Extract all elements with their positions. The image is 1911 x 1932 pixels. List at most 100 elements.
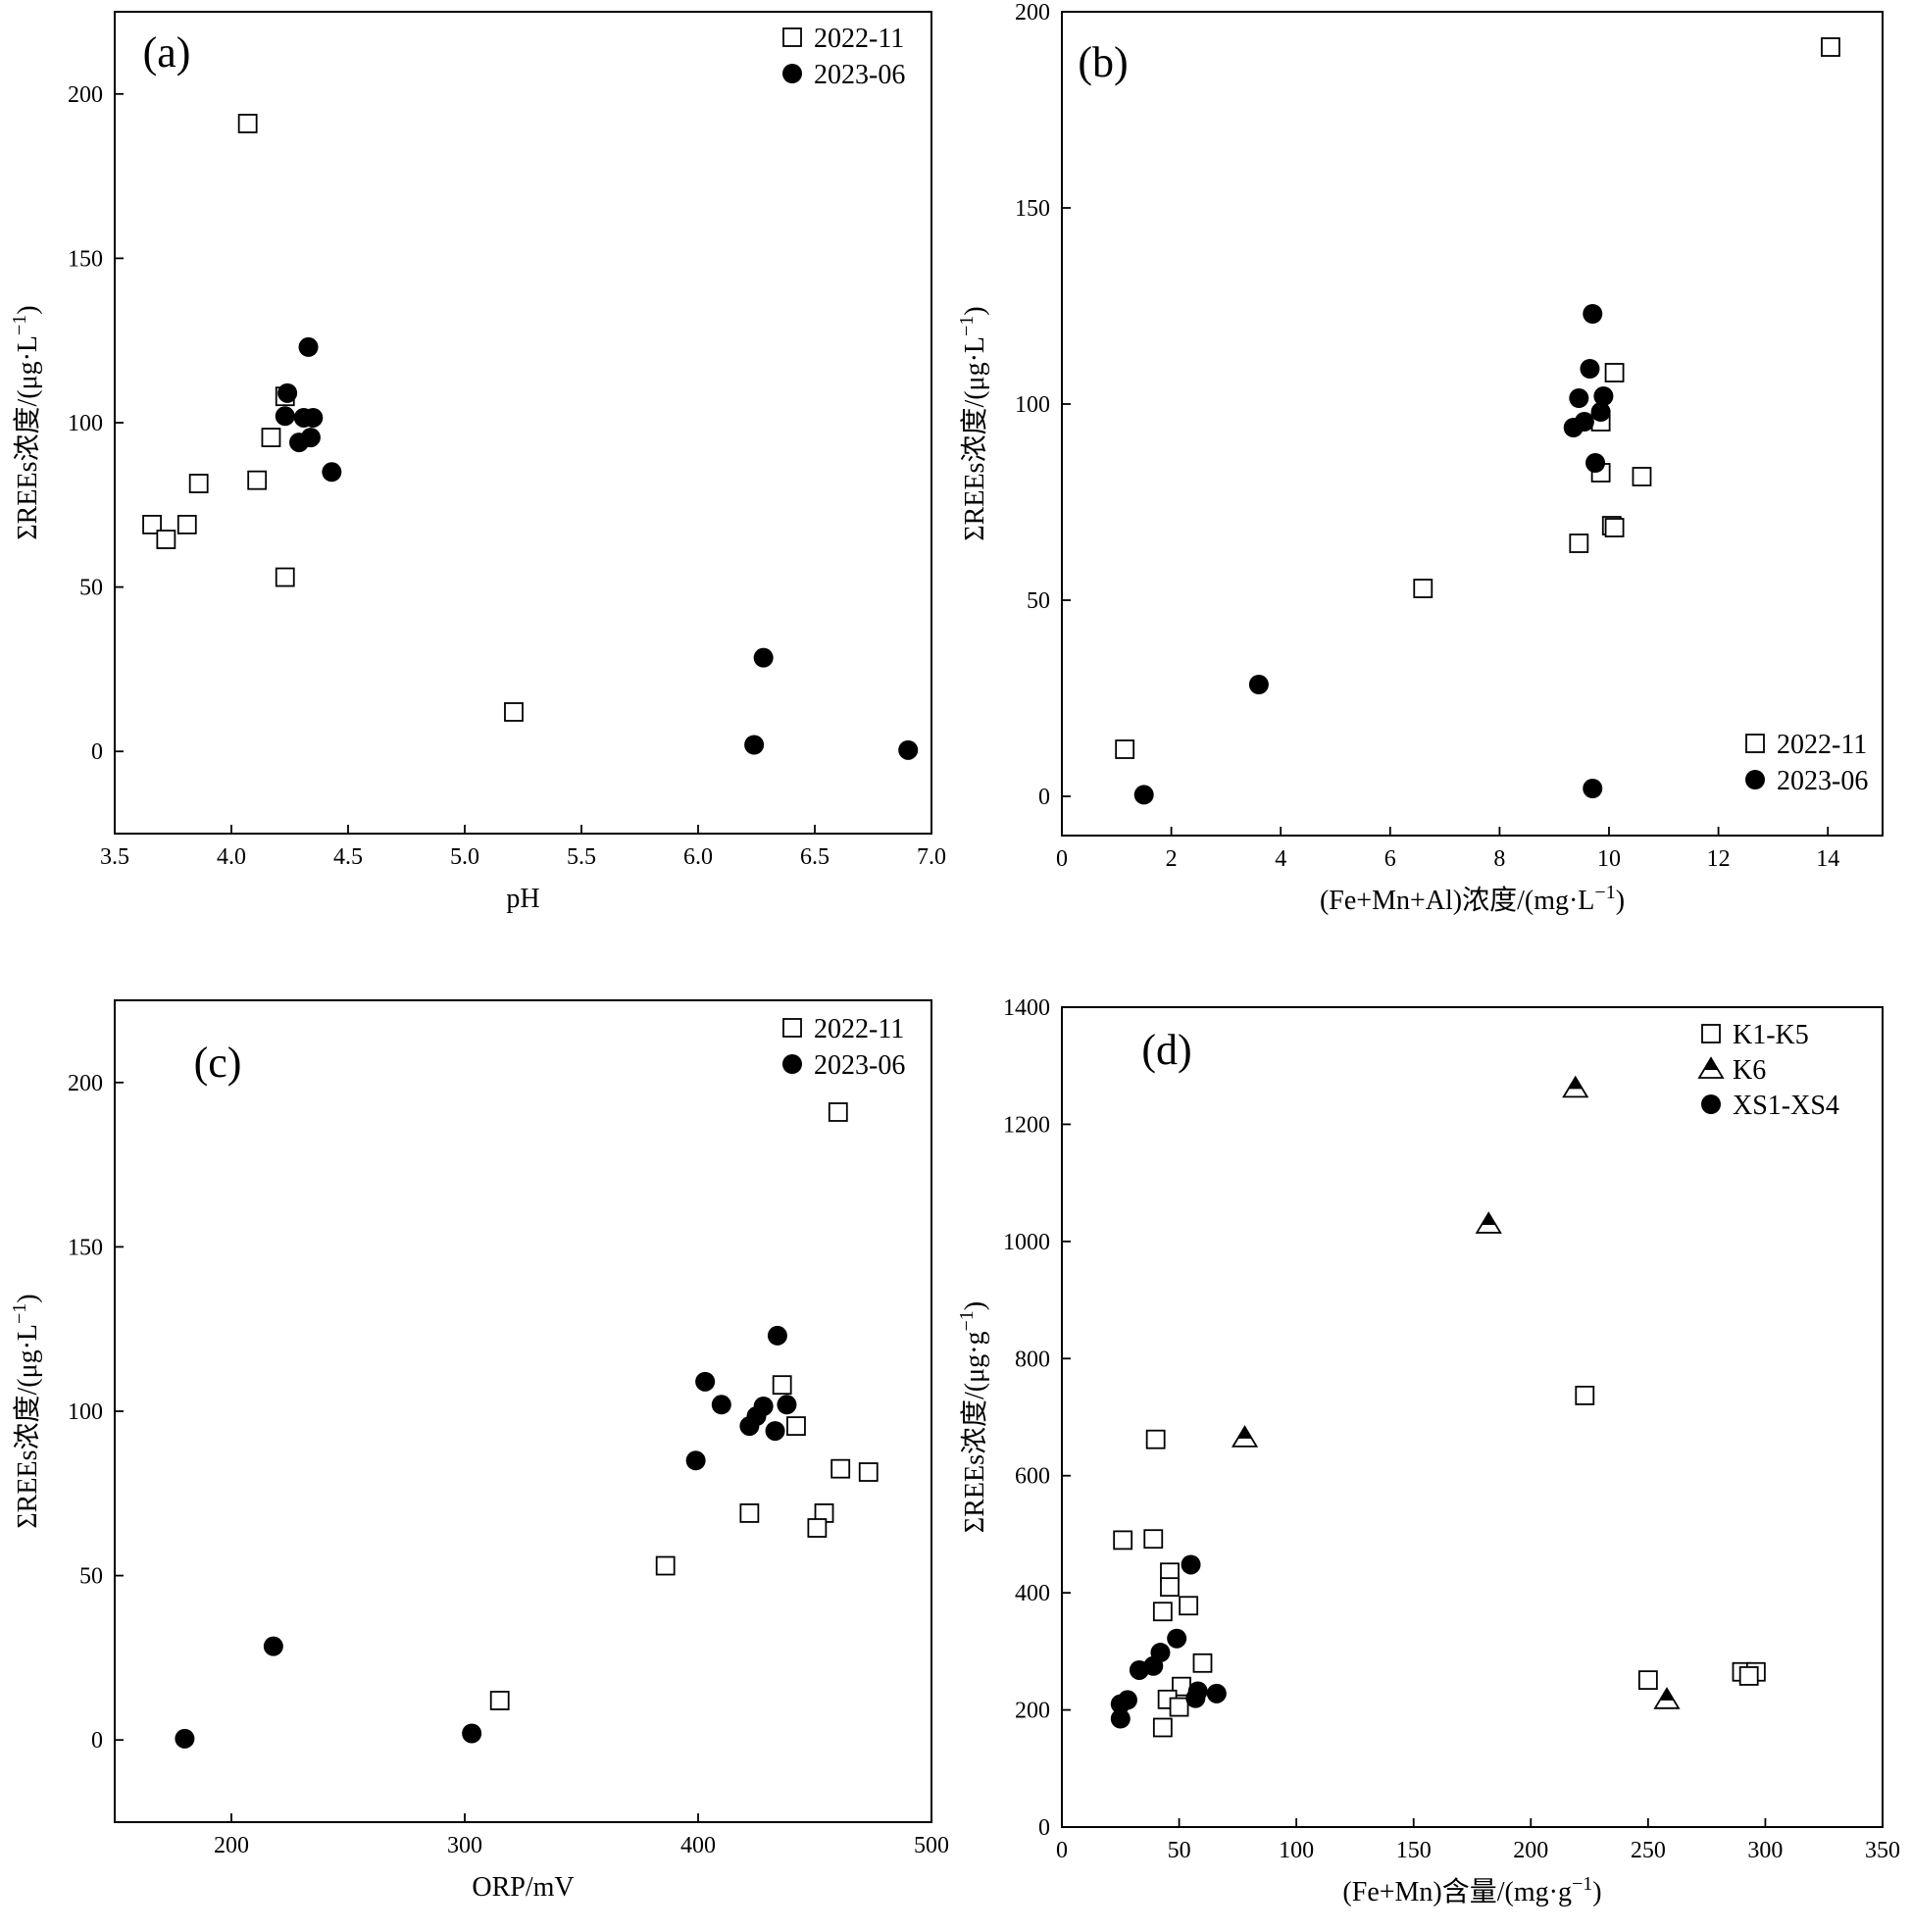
data-point: [1604, 363, 1625, 382]
data-point: [1590, 402, 1611, 422]
data-point: [275, 567, 295, 587]
data-point: [1738, 1666, 1759, 1686]
chart-panel-b: 0 2 4 6 8 10 12 14 0 50 100 150 200 (Fe+Mn+Al)浓度/(mg·…: [956, 0, 1884, 916]
data-point: [739, 1416, 760, 1437]
data-point: [1110, 1708, 1131, 1729]
legend-label: 2023-06: [1777, 766, 1868, 796]
x-tick-label: 2: [1166, 846, 1178, 872]
data-point: [1113, 1530, 1133, 1551]
data-point: [767, 1325, 787, 1346]
data-point: [175, 1728, 195, 1749]
data-point: [772, 1375, 792, 1396]
data-point: [685, 1450, 706, 1471]
y-tick-label: 1400: [1003, 995, 1050, 1021]
data-point: [462, 1723, 482, 1744]
data-point: [1580, 359, 1600, 379]
legend-label: 2023-06: [814, 60, 905, 90]
y-axis-title: ΣREEs浓度/(μg·L−1): [9, 1294, 43, 1528]
y-tick-label: 50: [79, 576, 103, 601]
legend: K1-K5 K6 XS1-XS4: [1697, 1020, 1839, 1121]
data-point: [277, 382, 298, 403]
data-point: [786, 1416, 806, 1436]
y-tick-label: 100: [68, 411, 103, 436]
data-point: [1821, 37, 1840, 57]
x-axis-title: pH: [506, 884, 539, 914]
series-XS1-XS4: [1110, 1554, 1227, 1729]
chart-panel-d: 0 50 100 150 200 250 300 350 0 200 400 600 800 1000 12…: [956, 995, 1900, 1907]
y-tick-label: 150: [68, 246, 103, 272]
series-2022-11: [1115, 37, 1840, 759]
data-point: [858, 1462, 879, 1482]
y-tick-label: 400: [1015, 1581, 1050, 1606]
x-tick-label: 500: [914, 1833, 949, 1858]
data-point: [489, 1691, 510, 1710]
legend-label: 2022-11: [1777, 730, 1867, 760]
legend: 2022-11 2023-06: [1745, 730, 1868, 796]
series-2022-11: [489, 1102, 879, 1710]
data-point: [695, 1371, 716, 1392]
series-K1-K5: [1113, 1386, 1766, 1738]
data-point: [1133, 785, 1154, 805]
legend-label: XS1-XS4: [1733, 1091, 1839, 1121]
legend-marker: [1745, 770, 1765, 789]
x-tick-label: 150: [1396, 1838, 1432, 1863]
data-point: [1575, 1386, 1595, 1405]
plot-frame: [114, 999, 932, 1823]
y-tick-label: 200: [68, 82, 103, 108]
data-point: [261, 428, 281, 447]
data-point: [247, 470, 268, 490]
legend-marker: [1745, 734, 1765, 753]
data-point: [1152, 1602, 1173, 1622]
x-tick-label: 14: [1816, 846, 1839, 872]
x-tick-label: 8: [1493, 846, 1505, 872]
x-tick-label: 0: [1056, 1838, 1068, 1863]
x-tick-label: 12: [1707, 846, 1731, 872]
data-point: [1181, 1554, 1201, 1575]
x-axis-title: (Fe+Mn+Al)浓度/(mg·L−1): [1320, 882, 1625, 916]
legend-marker: [782, 27, 802, 47]
panel-label: (c): [194, 1039, 242, 1087]
legend-label: 2022-11: [814, 24, 904, 54]
x-tick-label: 4.0: [217, 844, 246, 870]
data-point: [1413, 579, 1433, 598]
x-tick-label: 3.5: [100, 844, 129, 870]
legend-marker: [1701, 1094, 1721, 1114]
y-axis-title: ΣREEs浓度/(μg·g−1): [956, 1301, 990, 1533]
x-tick-label: 6.0: [683, 844, 713, 870]
data-point: [1632, 467, 1652, 486]
chart-panel-c: 200 300 400 500 0 50 100 150 200 ORP/mV ΣREEs浓度/(μ…: [9, 999, 949, 1903]
x-tick-label: 350: [1865, 1838, 1900, 1863]
data-point: [1583, 779, 1603, 798]
x-tick-label: 4: [1275, 846, 1286, 872]
legend: 2022-11 2023-06: [782, 1014, 905, 1081]
data-point: [156, 530, 176, 549]
data-point: [142, 515, 162, 534]
legend-marker: [1697, 1056, 1725, 1079]
data-point: [1563, 418, 1584, 437]
legend: 2022-11 2023-06: [782, 24, 905, 90]
legend-marker: [1701, 1024, 1721, 1043]
y-tick-label: 0: [1038, 785, 1050, 810]
y-axis-title: ΣREEs浓度/(μg·L−1): [956, 306, 990, 540]
data-point: [1248, 675, 1269, 694]
y-tick-label: 200: [1015, 1699, 1050, 1724]
data-point: [188, 474, 209, 493]
data-point: [744, 735, 765, 755]
data-point: [1143, 1529, 1164, 1550]
data-point: [1593, 386, 1614, 406]
x-tick-label: 6: [1384, 846, 1396, 872]
y-tick-label: 100: [68, 1399, 103, 1425]
data-point: [298, 336, 319, 357]
data-point: [303, 407, 324, 428]
x-tick-label: 200: [214, 1833, 249, 1858]
data-point: [828, 1102, 848, 1122]
legend-label: 2023-06: [814, 1050, 905, 1081]
data-point: [237, 114, 258, 133]
data-point: [1585, 453, 1606, 473]
y-tick-label: 800: [1015, 1347, 1050, 1372]
legend-marker: [782, 64, 802, 83]
y-tick-label: 0: [91, 739, 103, 765]
x-tick-label: 5.0: [450, 844, 479, 870]
panel-label: (a): [143, 28, 191, 76]
